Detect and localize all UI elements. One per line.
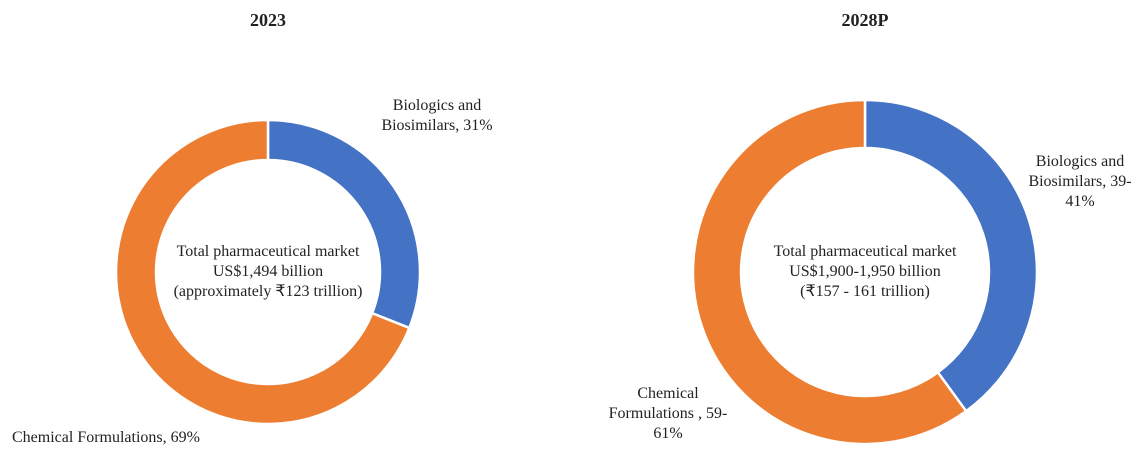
center-text: Total pharmaceutical market US$1,900-1,95… — [765, 242, 965, 302]
center-line: US$1,900-1,950 billion — [765, 262, 965, 282]
center-line: US$1,900-1,950 billion — [789, 263, 941, 280]
center-line: (approximately ₹123 trillion) — [173, 282, 363, 302]
center-line: Total pharmaceutical market — [176, 243, 360, 260]
center-line: US$1,494 billion — [212, 263, 324, 280]
value-label: 59-61% — [653, 405, 728, 442]
data-label: Chemical Formulations , 59-61% — [608, 384, 728, 444]
category-label: Chemical Formulations, — [12, 429, 167, 446]
center-line: (approximately ₹123 trillion) — [173, 283, 363, 300]
donut-segment — [114, 118, 411, 426]
center-line: US$1,494 billion — [173, 262, 363, 282]
value-label: 39-41% — [1065, 173, 1132, 210]
value-label: 69% — [170, 429, 200, 446]
chart-title: 2028P — [841, 10, 889, 30]
data-label: Chemical Formulations, 69% — [12, 428, 212, 448]
chart-title: 2028P — [765, 10, 965, 30]
category-label: Chemical Formulations , — [608, 385, 702, 422]
donut-segment — [691, 98, 968, 446]
chart-title: 2023 — [168, 10, 368, 30]
category-label: Biologics and Biosimilars, — [381, 97, 482, 134]
center-line: Total pharmaceutical market — [765, 242, 965, 262]
category-label: Biologics and Biosimilars, — [1028, 153, 1125, 190]
chart-title: 2023 — [250, 10, 286, 30]
center-line: Total pharmaceutical market — [173, 242, 363, 262]
data-label: Biologics and Biosimilars, 31% — [377, 96, 497, 136]
value-label: 31% — [463, 117, 493, 134]
data-label: Biologics and Biosimilars, 39-41% — [1018, 152, 1142, 212]
center-line: (₹157 - 161 trillion) — [765, 282, 965, 302]
donut-segment — [863, 98, 1039, 413]
center-text: Total pharmaceutical market US$1,494 bill… — [173, 242, 363, 302]
center-line: Total pharmaceutical market — [773, 243, 957, 260]
center-line: (₹157 - 161 trillion) — [800, 283, 930, 300]
